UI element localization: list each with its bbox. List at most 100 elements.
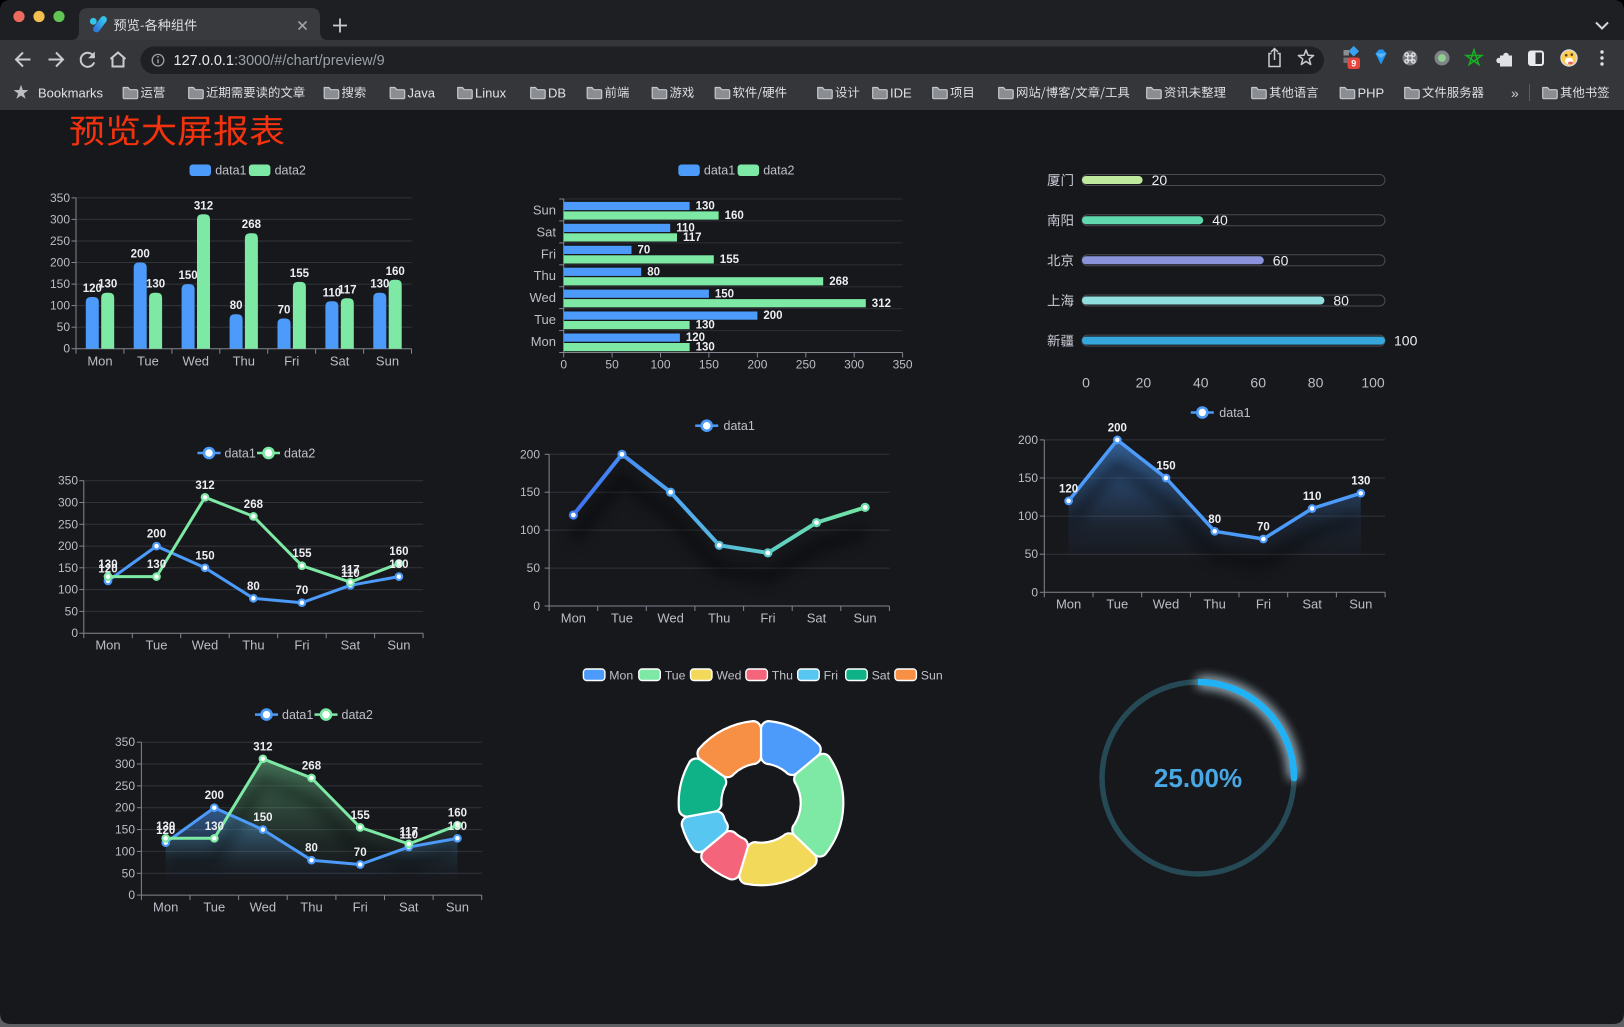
svg-text:100: 100 xyxy=(520,523,540,537)
svg-text:data1: data1 xyxy=(225,447,256,461)
svg-text:Tue: Tue xyxy=(1106,597,1128,612)
svg-text:Sat: Sat xyxy=(330,354,350,369)
svg-text:data1: data1 xyxy=(724,419,755,433)
svg-text:25.00%: 25.00% xyxy=(1154,763,1242,793)
svg-text:160: 160 xyxy=(725,210,744,222)
svg-text:150: 150 xyxy=(195,550,214,562)
svg-text:0: 0 xyxy=(71,626,78,640)
svg-text:Thu: Thu xyxy=(708,611,730,626)
svg-text:Sat: Sat xyxy=(536,224,556,239)
svg-text:130: 130 xyxy=(156,821,175,833)
svg-text:0: 0 xyxy=(533,599,540,613)
svg-text:130: 130 xyxy=(1351,476,1370,488)
svg-text:160: 160 xyxy=(389,546,408,558)
svg-text:Sat: Sat xyxy=(807,611,827,626)
svg-text:Fri: Fri xyxy=(1256,597,1271,612)
svg-text:data2: data2 xyxy=(284,447,315,461)
svg-text:100: 100 xyxy=(115,844,135,858)
svg-text:120: 120 xyxy=(98,563,117,575)
svg-text:150: 150 xyxy=(179,270,198,282)
svg-text:Tue: Tue xyxy=(137,354,159,369)
svg-text:Thu: Thu xyxy=(233,354,255,369)
svg-text:110: 110 xyxy=(400,830,419,842)
svg-text:Mon: Mon xyxy=(87,354,112,369)
svg-text:Tue: Tue xyxy=(534,312,556,327)
svg-text:70: 70 xyxy=(638,245,651,257)
svg-text:130: 130 xyxy=(696,320,715,332)
svg-text:50: 50 xyxy=(605,358,619,372)
svg-text:80: 80 xyxy=(305,843,318,855)
svg-text:160: 160 xyxy=(386,266,405,278)
svg-text:50: 50 xyxy=(1025,547,1039,561)
svg-text:268: 268 xyxy=(244,499,264,511)
svg-text:117: 117 xyxy=(400,827,419,839)
svg-text:20: 20 xyxy=(1152,172,1168,188)
svg-text:Mon: Mon xyxy=(561,611,586,626)
svg-text:Sat: Sat xyxy=(399,900,419,915)
svg-text:80: 80 xyxy=(247,581,260,593)
svg-text:0: 0 xyxy=(560,358,567,372)
svg-text:200: 200 xyxy=(520,447,540,461)
svg-text:Sun: Sun xyxy=(446,900,469,915)
svg-text:250: 250 xyxy=(796,358,816,372)
svg-text:100: 100 xyxy=(50,299,70,313)
svg-text:Thu: Thu xyxy=(242,638,264,653)
svg-text:Wed: Wed xyxy=(1153,597,1180,612)
svg-text:40: 40 xyxy=(1212,212,1228,228)
svg-text:160: 160 xyxy=(448,808,467,820)
svg-text:268: 268 xyxy=(829,276,849,288)
svg-text:150: 150 xyxy=(58,561,78,575)
svg-text:data1: data1 xyxy=(1219,406,1250,420)
svg-text:50: 50 xyxy=(57,320,71,334)
svg-text:Fri: Fri xyxy=(284,354,299,369)
svg-text:130: 130 xyxy=(696,342,715,354)
svg-text:127.0.0.1:3000/#/chart/preview: 127.0.0.1:3000/#/chart/preview/9 xyxy=(174,53,385,69)
svg-text:Java: Java xyxy=(408,86,436,101)
svg-text:Sat: Sat xyxy=(341,638,361,653)
svg-text:100: 100 xyxy=(1394,333,1418,349)
svg-text:300: 300 xyxy=(50,212,70,226)
svg-text:80: 80 xyxy=(1208,514,1221,526)
svg-text:70: 70 xyxy=(354,847,367,859)
svg-text:Sat: Sat xyxy=(872,669,891,683)
svg-text:200: 200 xyxy=(50,256,70,270)
svg-text:130: 130 xyxy=(448,821,467,833)
svg-text:80: 80 xyxy=(647,266,660,278)
svg-text:50: 50 xyxy=(65,604,79,618)
svg-text:130: 130 xyxy=(98,559,117,571)
svg-text:Tue: Tue xyxy=(203,900,225,915)
svg-text:200: 200 xyxy=(147,529,166,541)
svg-text:80: 80 xyxy=(230,300,243,312)
svg-text:100: 100 xyxy=(1361,375,1385,391)
svg-text:200: 200 xyxy=(131,249,150,261)
svg-text:Mon: Mon xyxy=(95,638,120,653)
svg-text:Sun: Sun xyxy=(387,638,410,653)
svg-text:Fri: Fri xyxy=(353,900,368,915)
svg-text:130: 130 xyxy=(146,279,165,291)
svg-text:150: 150 xyxy=(253,812,272,824)
svg-text:250: 250 xyxy=(115,779,135,793)
svg-text:110: 110 xyxy=(1303,491,1322,503)
svg-text:70: 70 xyxy=(278,305,291,317)
svg-text:250: 250 xyxy=(50,234,70,248)
svg-text:250: 250 xyxy=(58,517,78,531)
svg-text:60: 60 xyxy=(1273,252,1289,268)
svg-text:100: 100 xyxy=(650,358,670,372)
svg-text:Wed: Wed xyxy=(183,354,210,369)
svg-text:0: 0 xyxy=(63,342,70,356)
svg-text:40: 40 xyxy=(1193,375,1209,391)
svg-text:312: 312 xyxy=(872,298,891,310)
svg-text:150: 150 xyxy=(1018,471,1038,485)
svg-text:Mon: Mon xyxy=(1056,597,1081,612)
svg-text:150: 150 xyxy=(1156,461,1175,473)
svg-text:312: 312 xyxy=(194,200,213,212)
svg-text:120: 120 xyxy=(83,283,102,295)
svg-text:155: 155 xyxy=(290,268,310,280)
svg-text:Thu: Thu xyxy=(300,900,322,915)
svg-text:Thu: Thu xyxy=(1203,597,1225,612)
svg-text:Fri: Fri xyxy=(760,611,775,626)
svg-text:Wed: Wed xyxy=(250,900,277,915)
svg-text:350: 350 xyxy=(893,358,913,372)
svg-text:110: 110 xyxy=(676,223,695,235)
svg-text:200: 200 xyxy=(115,801,135,815)
